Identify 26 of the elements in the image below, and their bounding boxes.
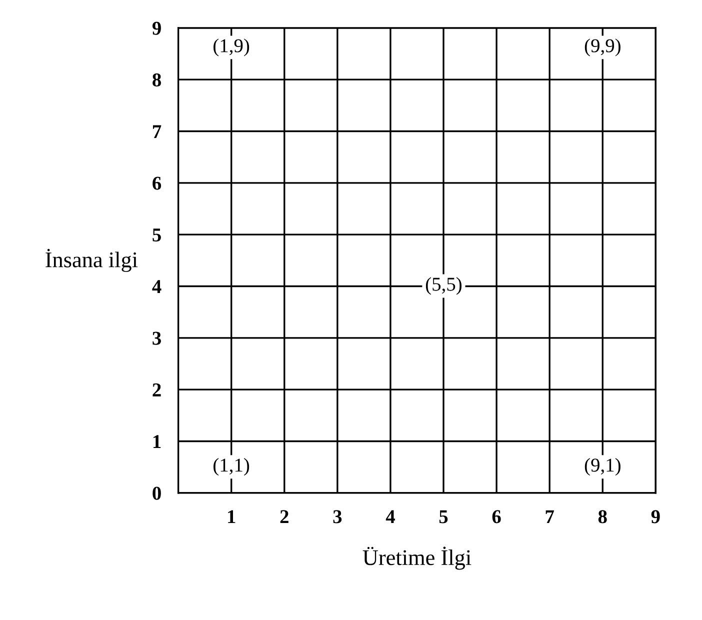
y-tick-label: 3 [152,332,161,345]
x-tick-label: 1 [228,510,236,524]
y-tick-label: 8 [152,73,161,87]
annotation: (1,9) [214,38,250,56]
y-tick-label: 6 [152,176,162,190]
y-axis-title: İnsana ilgi [46,248,138,272]
y-tick-label: 1 [153,435,161,448]
annotation: (5,5) [426,277,462,295]
y-tick-label: 0 [152,486,161,500]
x-tick-label: 2 [280,510,288,524]
x-tick-label: 5 [439,510,448,524]
x-tick-label: 4 [386,510,395,524]
y-tick-label: 2 [152,383,161,396]
y-tick-label: 5 [152,228,161,242]
y-tick-label: 4 [152,280,162,293]
x-tick-label: 8 [598,510,607,524]
x-tick-label: 7 [546,510,554,524]
annotation: (9,9) [584,38,620,56]
x-tick-label: 6 [492,510,501,524]
annotation: (9,1) [584,458,620,476]
annotation: (1,1) [214,458,250,476]
x-tick-label: 3 [333,510,342,524]
x-axis-title: Üretime İlgi [362,546,472,570]
y-tick-label: 7 [153,125,162,138]
y-tick-label: 9 [152,22,161,35]
x-tick-label: 9 [651,510,660,524]
